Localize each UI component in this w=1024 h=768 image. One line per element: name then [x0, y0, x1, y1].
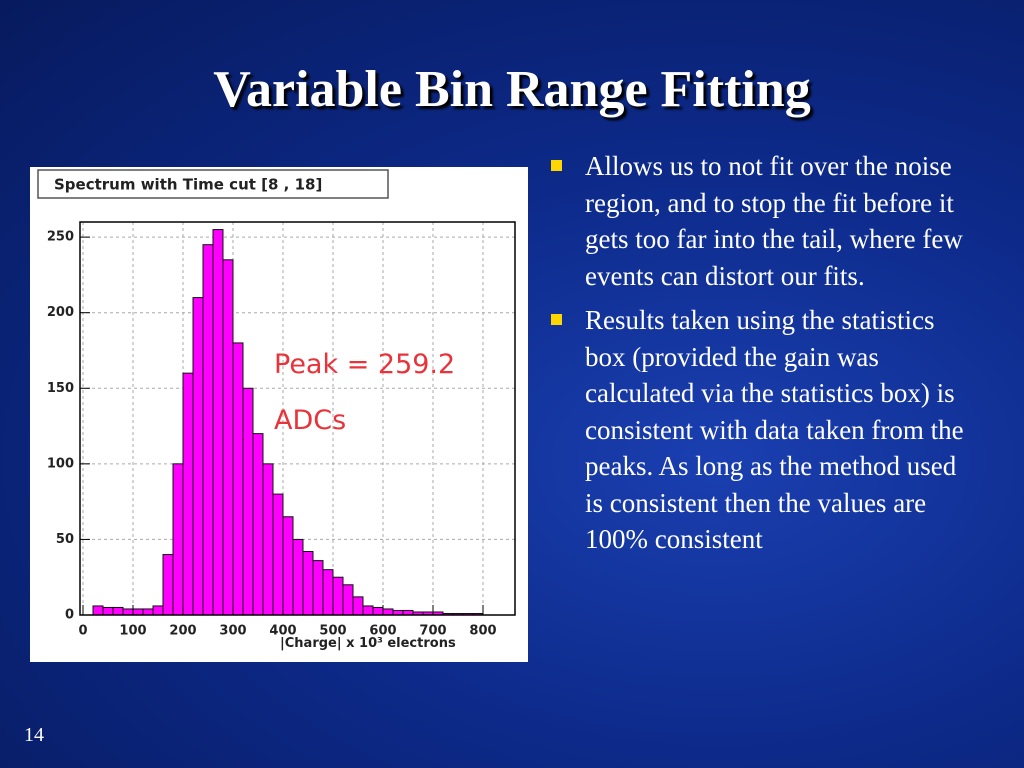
- bar: [192, 297, 204, 616]
- bar: [202, 244, 214, 616]
- bar: [362, 605, 374, 616]
- bar: [282, 516, 294, 616]
- bar: [312, 560, 324, 616]
- bar: [302, 551, 314, 616]
- plot-frame: [79, 221, 516, 616]
- bar: [252, 433, 264, 616]
- bar: [222, 259, 234, 616]
- y-tick-label: 200: [47, 305, 74, 320]
- y-tick-label: 0: [65, 608, 74, 623]
- chart-title: Spectrum with Time cut [8 , 18]: [54, 176, 322, 194]
- slide-number: 14: [24, 724, 44, 746]
- bar: [162, 554, 174, 616]
- x-tick-label: 0: [78, 624, 87, 639]
- bar: [262, 463, 274, 616]
- bar: [172, 463, 184, 616]
- x-tick-label: 300: [219, 624, 246, 639]
- bullet: Allows us to not fit over the noise regi…: [548, 148, 978, 294]
- x-tick-label: 500: [319, 624, 346, 639]
- annotation: Peak = 259.2: [274, 349, 455, 380]
- x-tick-label: 100: [119, 624, 146, 639]
- chart: Spectrum with Time cut [8 , 18] Peak = 2…: [30, 167, 528, 662]
- bullet: Results taken using the statistics box (…: [548, 302, 978, 558]
- bar: [92, 605, 104, 616]
- bar: [182, 372, 194, 616]
- bullet-list: Allows us to not fit over the noise regi…: [548, 148, 978, 566]
- bar: [212, 229, 224, 616]
- x-tick-label: 700: [419, 624, 446, 639]
- bar: [342, 584, 354, 616]
- bar: [292, 538, 304, 616]
- x-tick-label: 800: [469, 624, 496, 639]
- bar: [332, 576, 344, 616]
- bar: [112, 606, 124, 616]
- bar: [352, 596, 364, 616]
- x-tick-label: 400: [269, 624, 296, 639]
- y-tick-label: 250: [47, 230, 74, 245]
- bar: [152, 605, 164, 616]
- y-tick-label: 100: [47, 456, 74, 471]
- bar: [242, 387, 254, 616]
- title-box: [37, 169, 389, 199]
- slide-title: Variable Bin Range Fitting: [213, 61, 811, 118]
- bar: [232, 342, 244, 616]
- annotation: ADCs: [274, 405, 346, 436]
- bar: [272, 493, 284, 616]
- bar: [382, 608, 394, 616]
- bar: [122, 608, 134, 616]
- bar: [132, 608, 144, 616]
- y-tick-label: 150: [47, 381, 74, 396]
- bar: [322, 569, 334, 616]
- bar: [372, 606, 384, 616]
- y-tick-label: 50: [56, 532, 74, 547]
- x-tick-label: 600: [369, 624, 396, 639]
- x-tick-label: 200: [169, 624, 196, 639]
- bar: [102, 606, 114, 616]
- bar: [142, 608, 154, 616]
- x-axis-label: |Charge| x 10³ electrons: [280, 636, 456, 651]
